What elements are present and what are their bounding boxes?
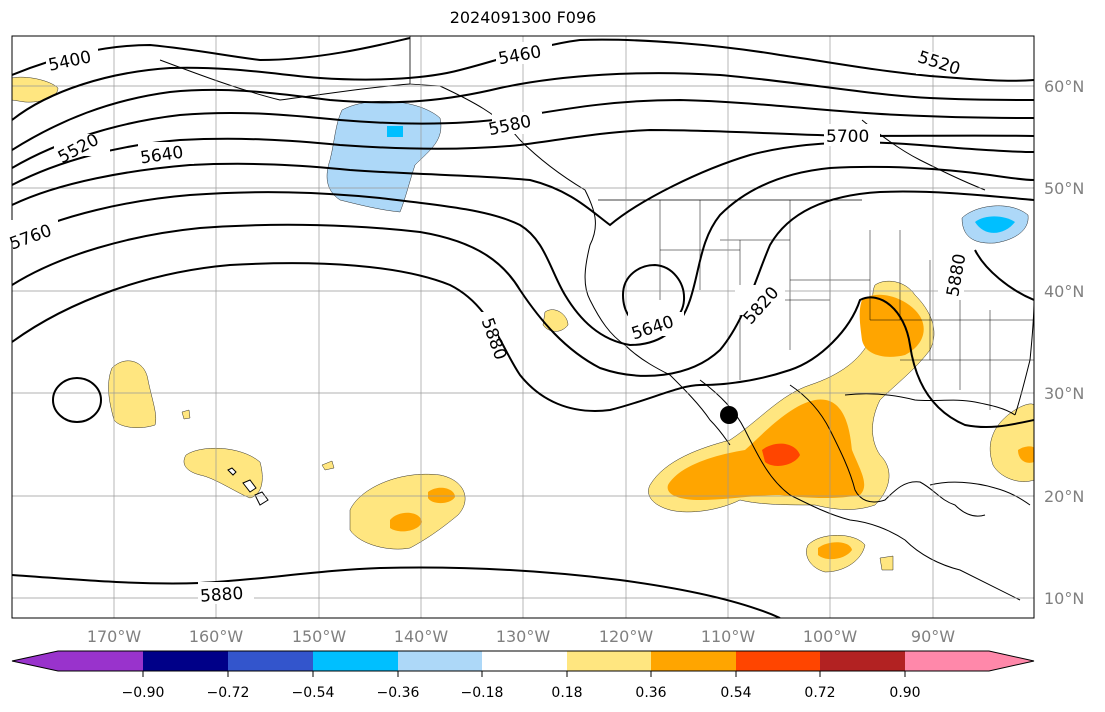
longitude-ticks: 170°W 160°W 150°W 140°W 130°W 120°W 110°… xyxy=(87,627,955,646)
colorbar-outline xyxy=(11,650,1035,672)
anomaly-small-yellow-1 xyxy=(181,409,191,420)
colorbar-seg-7 xyxy=(651,651,736,671)
anomaly-positive-baja xyxy=(542,309,569,332)
anomaly-negative-light-blue xyxy=(326,101,442,213)
lon-tick-130w: 130°W xyxy=(496,627,551,646)
border-alaska xyxy=(409,36,441,87)
lat-tick-30n: 30°N xyxy=(1044,384,1084,403)
colorbar-label-6: 0.36 xyxy=(635,685,666,701)
colorbar-ticks xyxy=(142,671,906,677)
anomaly-negative-great-lakes-core xyxy=(975,216,1015,233)
colorbar-seg-3 xyxy=(313,651,398,671)
colorbar-seg-0 xyxy=(12,651,143,671)
colorbar-label-1: −0.72 xyxy=(207,685,250,701)
anomaly-orange-florida xyxy=(1018,446,1034,463)
anomaly-positive-hawaii-1 xyxy=(108,360,156,428)
lon-tick-100w: 100°W xyxy=(803,627,858,646)
anomaly-orange-southern-plains xyxy=(859,294,924,357)
colorbar: −0.90 −0.72 −0.54 −0.36 −0.18 0.18 0.36 … xyxy=(11,650,1035,701)
anomaly-small-yellow-2 xyxy=(321,460,335,471)
lon-tick-110w: 110°W xyxy=(701,627,756,646)
coast-cuba xyxy=(929,481,1031,506)
contour-5820 xyxy=(12,190,1034,377)
lat-tick-10n: 10°N xyxy=(1044,589,1084,608)
colorbar-label-7: 0.54 xyxy=(720,685,751,701)
colorbar-label-0: −0.90 xyxy=(122,685,165,701)
anomaly-positive-florida xyxy=(989,403,1034,482)
contour-label-5880-south: 5880 xyxy=(199,584,244,607)
anomaly-negative-blue xyxy=(387,126,403,137)
storm-marker xyxy=(720,406,738,424)
contour-east-high xyxy=(974,249,1034,301)
lon-tick-90w: 90°W xyxy=(911,627,955,646)
anomaly-positive-small-1 xyxy=(879,555,894,571)
colorbar-label-9: 0.90 xyxy=(889,685,920,701)
contour-label-5700: 5700 xyxy=(826,127,869,147)
anomaly-positive-mexico xyxy=(648,280,935,513)
colorbar-label-5: 0.18 xyxy=(551,685,582,701)
colorbar-seg-6 xyxy=(567,651,651,671)
map-title: 2024091300 F096 xyxy=(449,8,597,27)
anomaly-positive-east-pacific xyxy=(349,473,466,550)
lon-tick-150w: 150°W xyxy=(292,627,347,646)
contour-5760 xyxy=(12,165,1034,347)
lon-tick-160w: 160°W xyxy=(189,627,244,646)
colorbar-seg-10 xyxy=(905,651,1034,671)
contour-5880-south xyxy=(12,566,781,618)
lat-tick-40n: 40°N xyxy=(1044,282,1084,301)
graticule xyxy=(12,36,1034,618)
colorbar-seg-8 xyxy=(736,651,820,671)
anomaly-positive-hawaii-2 xyxy=(183,448,263,499)
lon-tick-120w: 120°W xyxy=(599,627,654,646)
colorbar-label-4: −0.18 xyxy=(461,685,504,701)
latitude-ticks: 60°N 50°N 40°N 30°N 20°N 10°N xyxy=(1044,77,1084,608)
coast-east xyxy=(1014,299,1034,416)
colorbar-seg-9 xyxy=(820,651,905,671)
map-frame xyxy=(11,35,1035,619)
colorbar-seg-2 xyxy=(228,651,313,671)
lat-tick-50n: 50°N xyxy=(1044,179,1084,198)
anomaly-orange-east-pacific-1 xyxy=(428,487,455,504)
contour-hawaii-circle xyxy=(51,376,103,424)
coast-gulf-north xyxy=(844,393,1016,416)
colorbar-label-3: −0.36 xyxy=(377,685,420,701)
anomaly-red-mexico xyxy=(762,443,800,466)
anomaly-orange-central-america xyxy=(818,542,852,560)
anomaly-fill-layer xyxy=(12,76,1034,573)
lat-tick-20n: 20°N xyxy=(1044,487,1084,506)
colorbar-label-8: 0.72 xyxy=(804,685,835,701)
colorbar-seg-1 xyxy=(143,651,228,671)
coast-mexico-west xyxy=(699,379,1021,601)
anomaly-positive-alaska xyxy=(12,76,59,103)
lat-tick-60n: 60°N xyxy=(1044,77,1084,96)
lon-tick-140w: 140°W xyxy=(394,627,449,646)
anomaly-orange-east-pacific-2 xyxy=(390,512,422,532)
colorbar-label-2: −0.54 xyxy=(292,685,335,701)
colorbar-seg-4 xyxy=(398,651,482,671)
contour-5520 xyxy=(12,72,1034,151)
contour-labels: 5400 5460 5520 5520 5640 5580 5700 5760 … xyxy=(7,42,972,607)
contour-5880 xyxy=(12,262,1034,429)
lon-tick-170w: 170°W xyxy=(87,627,142,646)
coast-alaska-south xyxy=(159,59,411,101)
colorbar-seg-5 xyxy=(482,651,567,671)
coast-hudson xyxy=(861,119,986,191)
